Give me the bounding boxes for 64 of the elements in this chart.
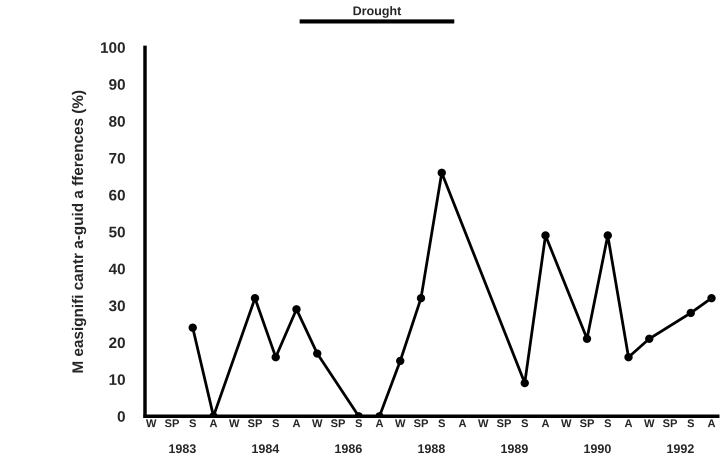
x-tick-label: SP [580,419,594,428]
x-tick-label: SP [330,419,346,428]
y-tick-label: 10 [110,374,125,386]
point [541,231,550,240]
y-tick-label: 20 [109,337,125,348]
point [438,168,446,177]
point [582,334,592,343]
y-tick-label: 60 [109,190,125,201]
x-tick-label: W [561,419,572,428]
x-tick-label: SP [414,419,428,428]
point [707,294,716,302]
y-tick-label: 50 [109,226,125,238]
x-tick-label: SP [662,419,678,428]
x-tick-label: S [604,419,612,428]
text: 1988 [418,444,445,454]
y-axis-title: M easignifi cantr a-guid a fferences (%) [72,90,86,373]
point [686,308,695,318]
text: 1984 [252,444,280,454]
x-tick-label: A [708,419,716,428]
text: 1986 [335,444,362,454]
x-tick-label: SP [164,419,180,428]
x-tick-label: W [644,419,654,428]
x-tick-label: A [292,419,300,428]
x-tick-label: S [355,419,362,428]
point [520,378,529,388]
x-tick-label: SP [496,419,512,428]
y-tick-label: 100 [101,42,125,53]
text: 1989 [501,444,528,454]
y-tick-label: 70 [109,152,125,164]
x-tick-label: S [521,419,528,428]
text: Drought [354,6,402,18]
x-tick-label: SP [248,419,262,428]
x-tick-label: W [146,419,156,428]
point [250,294,260,302]
x-tick-label: S [189,419,196,428]
x-tick-label: W [478,419,488,428]
x-tick-label: S [687,419,694,428]
x-tick-label: A [542,419,550,428]
y-tick-label: 30 [108,300,125,312]
point [416,294,426,302]
point [645,334,654,343]
point [396,356,404,366]
y-tick-label: 0 [118,411,125,422]
x-tick-label: A [376,419,384,428]
x-tick-label: S [438,419,446,428]
y-tick-label: 80 [109,116,125,127]
text: 1992 [667,444,694,454]
text: 1983 [169,444,196,454]
x-tick-label: A [210,419,218,428]
point [188,324,197,332]
x-tick-label: W [395,419,406,428]
point [604,231,612,240]
point [272,353,280,362]
point [624,353,633,362]
point [313,349,322,358]
y-tick-label: 40 [108,264,125,274]
text: 1990 [584,444,611,454]
x-tick-label: A [458,419,466,428]
y-tick-label: 90 [109,79,125,90]
x-tick-label: W [229,419,240,428]
x-tick-label: S [272,419,280,428]
point [292,305,301,314]
x-tick-label: W [312,419,322,428]
x-tick-label: A [624,419,632,428]
